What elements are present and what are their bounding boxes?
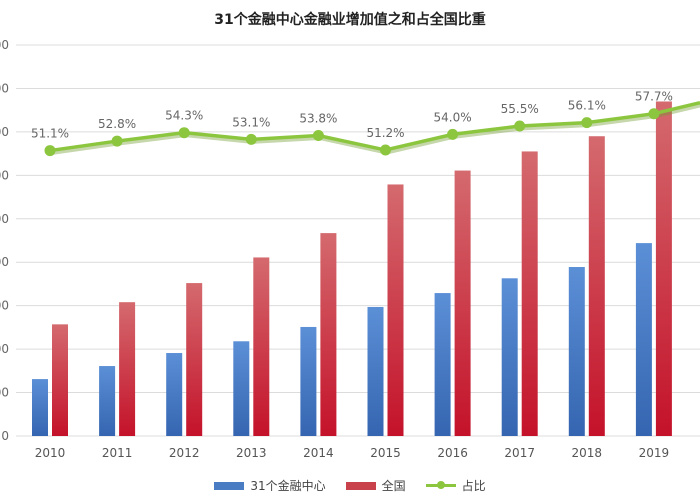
ratio-data-label: 56.1% — [568, 99, 606, 113]
y-tick-label: 0 — [1, 429, 9, 443]
bar-centers — [568, 267, 585, 436]
bar-national — [52, 324, 68, 436]
bar-national — [320, 233, 337, 436]
x-tick-label: 2013 — [236, 446, 267, 460]
x-tick-label: 2010 — [35, 446, 66, 460]
ratio-point — [312, 129, 324, 141]
ratio-data-label: 57.7% — [635, 90, 673, 104]
ratio-point — [178, 127, 190, 139]
x-tick-label: 2015 — [370, 446, 401, 460]
bar-national — [454, 170, 471, 436]
ratio-data-label: 53.8% — [299, 111, 337, 125]
bar-national — [253, 257, 270, 436]
y-tick-label: 30000 — [0, 299, 9, 313]
ratio-point — [447, 128, 459, 140]
legend-label: 31个金融中心 — [250, 479, 326, 493]
legend-item-centers[interactable]: 31个金融中心 — [214, 477, 326, 494]
bar-centers — [635, 243, 652, 436]
legend-item-ratio[interactable]: 占比 — [425, 477, 486, 494]
ratio-data-label: 54.0% — [434, 110, 472, 124]
ratio-data-label: 53.1% — [232, 115, 270, 129]
x-tick-label: 2012 — [169, 446, 200, 460]
bar-national — [521, 151, 538, 436]
legend-swatch — [214, 481, 245, 490]
ratio-point — [111, 135, 123, 147]
ratio-point — [581, 117, 593, 129]
y-tick-label: 20000 — [0, 342, 9, 356]
ratio-point — [245, 133, 257, 145]
x-tick-label: 2019 — [639, 446, 670, 460]
bar-centers — [501, 278, 518, 436]
legend: 31个金融中心 全国 占比 — [0, 477, 700, 494]
bar-centers — [233, 341, 250, 436]
legend-item-national[interactable]: 全国 — [345, 477, 406, 494]
bar-centers — [166, 353, 183, 436]
bar-centers — [32, 379, 48, 436]
x-tick-label: 2014 — [303, 446, 334, 460]
x-tick-label: 2011 — [102, 446, 133, 460]
bar-centers — [300, 326, 317, 436]
x-tick-label: 2018 — [572, 446, 603, 460]
y-tick-label: 70000 — [0, 125, 9, 139]
chart-title: 31个金融中心金融业增加值之和占全国比重 — [214, 12, 486, 28]
ratio-point — [648, 108, 660, 120]
bar-national — [186, 283, 203, 436]
legend-label: 全国 — [381, 479, 406, 493]
ratio-point — [514, 120, 526, 132]
bar-centers — [367, 306, 384, 436]
x-tick-label: 2016 — [437, 446, 468, 460]
ratio-point — [44, 145, 56, 157]
ratio-data-label: 54.3% — [165, 109, 203, 123]
y-tick-label: 60000 — [0, 168, 9, 182]
y-tick-label: 90000 — [0, 38, 9, 52]
y-tick-label: 40000 — [0, 255, 9, 269]
bar-national — [655, 101, 672, 436]
y-tick-label: 10000 — [0, 386, 9, 400]
ratio-data-label: 51.2% — [366, 126, 404, 140]
bar-national — [119, 302, 136, 436]
bar-national — [387, 184, 404, 436]
legend-swatch — [345, 481, 376, 490]
y-tick-label: 50000 — [0, 212, 9, 226]
bar-centers — [434, 293, 451, 436]
ratio-point — [380, 144, 391, 156]
legend-label: 占比 — [461, 479, 486, 493]
bar-centers — [99, 366, 116, 436]
y-tick-label: 80000 — [0, 81, 9, 95]
x-tick-label: 2017 — [504, 446, 535, 460]
ratio-data-label: 52.8% — [98, 117, 136, 131]
legend-swatch — [425, 481, 456, 489]
ratio-data-label: 51.1% — [31, 127, 69, 141]
bar-national — [588, 136, 605, 436]
ratio-data-label: 55.5% — [501, 102, 539, 116]
